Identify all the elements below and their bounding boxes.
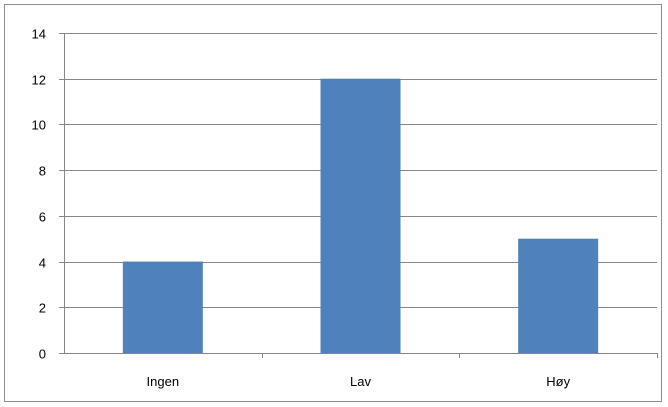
- bars: [122, 78, 599, 353]
- y-tick-label: 8: [39, 164, 46, 179]
- x-tick-label: Høy: [546, 374, 570, 389]
- y-tick-label: 2: [39, 301, 46, 316]
- y-tick-label: 4: [39, 256, 46, 271]
- bar-høy: [518, 238, 599, 353]
- bar-lav: [320, 78, 401, 353]
- x-tick-label: Lav: [350, 374, 371, 389]
- x-tick-label: Ingen: [147, 374, 180, 389]
- y-tick-label: 12: [32, 73, 46, 88]
- y-tick-label: 10: [32, 118, 46, 133]
- y-tick-label: 14: [32, 27, 46, 42]
- y-tick-label: 6: [39, 210, 46, 225]
- y-tick-label: 0: [39, 347, 46, 362]
- bar-ingen: [122, 261, 203, 353]
- x-tick-labels: Ingen Lav Høy: [147, 374, 571, 389]
- axes: [59, 33, 658, 358]
- y-tick-labels: 0 2 4 6 8 10 12 14: [32, 27, 46, 362]
